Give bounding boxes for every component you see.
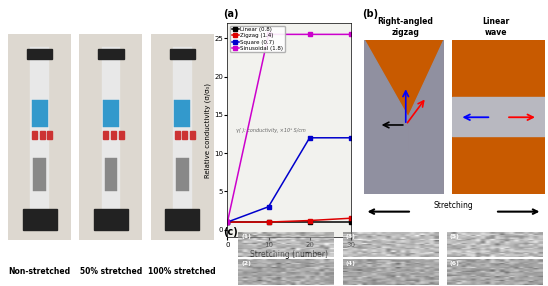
Sinusoidal (1.8) (306, 33, 313, 36)
Text: (3): (3) (345, 234, 355, 239)
Bar (173, 47, 192, 216)
Text: (1): (1) (241, 234, 251, 239)
Bar (99, 49, 124, 59)
Zigzag (1.4) (224, 220, 231, 224)
Bar (174, 100, 190, 127)
Polygon shape (364, 40, 408, 194)
Bar (32, 100, 48, 127)
Text: (b): (b) (362, 9, 378, 19)
Bar (40, 131, 45, 139)
Bar (176, 158, 189, 191)
Text: Linear: Linear (482, 17, 510, 26)
Bar (103, 100, 119, 127)
Text: (5): (5) (449, 234, 459, 239)
Sinusoidal (1.8) (224, 220, 231, 224)
Bar (165, 209, 199, 230)
Sinusoidal (1.8) (347, 33, 354, 36)
Y-axis label: Relative conductivity (σ/σ₀): Relative conductivity (σ/σ₀) (205, 83, 212, 178)
Line: Sinusoidal (1.8): Sinusoidal (1.8) (225, 32, 353, 224)
Text: Stretching: Stretching (433, 201, 473, 210)
Polygon shape (408, 40, 444, 194)
Bar (22, 209, 57, 230)
Text: 100% stretched: 100% stretched (149, 267, 216, 276)
Line: Square (0.7): Square (0.7) (225, 136, 353, 224)
Text: (6): (6) (449, 261, 459, 266)
Linear (0.8) (265, 220, 272, 224)
Text: (4): (4) (345, 261, 355, 266)
Linear (0.8) (224, 220, 231, 224)
Line: Linear (0.8): Linear (0.8) (225, 220, 353, 224)
Text: 50% stretched: 50% stretched (80, 267, 142, 276)
Bar (101, 47, 121, 216)
Square (0.7) (347, 136, 354, 140)
Zigzag (1.4) (265, 220, 272, 224)
Text: (2): (2) (241, 261, 251, 266)
Bar (30, 47, 49, 216)
Bar (27, 49, 53, 59)
Zigzag (1.4) (306, 219, 313, 222)
Text: Right-angled: Right-angled (378, 17, 433, 26)
Polygon shape (364, 148, 444, 194)
Bar (32, 131, 37, 139)
Bar (190, 131, 195, 139)
Text: zigzag: zigzag (392, 28, 419, 37)
Bar (175, 131, 180, 139)
Bar (105, 158, 117, 191)
Bar (33, 158, 46, 191)
Square (0.7) (265, 205, 272, 208)
Bar (452, 97, 545, 136)
Linear (0.8) (306, 220, 313, 224)
Bar (170, 49, 195, 59)
Text: (a): (a) (224, 9, 239, 19)
Legend: Linear (0.8), Zigzag (1.4), Square (0.7), Sinusoidal (1.8): Linear (0.8), Zigzag (1.4), Square (0.7)… (230, 26, 285, 52)
Sinusoidal (1.8) (265, 33, 272, 36)
Square (0.7) (306, 136, 313, 140)
Text: γ( ): conductivity, ×10⁵ S/cm: γ( ): conductivity, ×10⁵ S/cm (236, 128, 306, 133)
Text: wave: wave (484, 28, 507, 37)
Bar (104, 131, 109, 139)
Bar (118, 131, 124, 139)
Line: Zigzag (1.4): Zigzag (1.4) (225, 216, 353, 224)
Text: Non-stretched: Non-stretched (9, 267, 71, 276)
Bar (47, 131, 53, 139)
Zigzag (1.4) (347, 217, 354, 220)
X-axis label: Stretching (number): Stretching (number) (250, 250, 328, 259)
Square (0.7) (224, 220, 231, 224)
Linear (0.8) (347, 220, 354, 224)
Text: (c): (c) (224, 227, 238, 237)
Bar (94, 209, 128, 230)
Bar (182, 131, 187, 139)
Bar (111, 131, 116, 139)
